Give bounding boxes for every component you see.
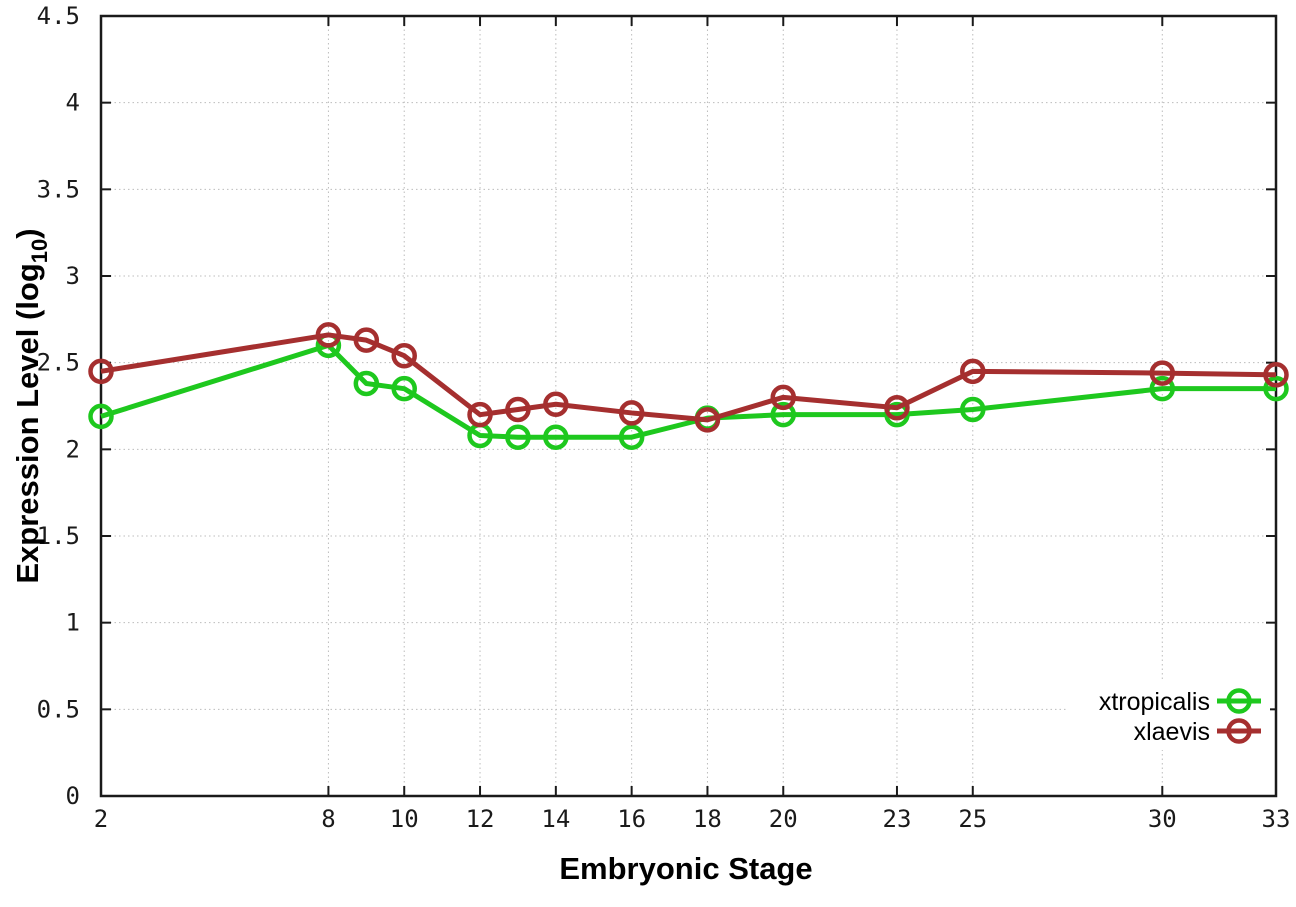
y-tick-label: 1 bbox=[66, 609, 80, 637]
y-tick-label: 3 bbox=[66, 262, 80, 290]
legend-background bbox=[1068, 682, 1270, 750]
y-tick-label: 0.5 bbox=[37, 695, 80, 723]
x-tick-label: 12 bbox=[466, 805, 495, 833]
data-point-xlaevis bbox=[884, 394, 910, 421]
legend-sample-marker bbox=[1226, 688, 1252, 714]
data-point-xlaevis bbox=[391, 342, 417, 369]
data-point-xtropicalis bbox=[1263, 375, 1289, 402]
series-line-xtropicalis bbox=[100, 342, 1276, 440]
legend-sample-marker bbox=[1226, 718, 1252, 744]
x-tick-label: 10 bbox=[390, 805, 419, 833]
y-axis-title-subscript: 10 bbox=[27, 239, 52, 263]
legend-label-xtropicalis: xtropicalis bbox=[1099, 688, 1210, 716]
x-tick-label: 14 bbox=[541, 805, 570, 833]
x-tick-label: 16 bbox=[617, 805, 646, 833]
data-point-xlaevis bbox=[88, 358, 114, 385]
data-point-xlaevis bbox=[543, 391, 569, 418]
data-point-xlaevis bbox=[1149, 360, 1176, 386]
grid-layer bbox=[100, 15, 1277, 797]
data-point-xtropicalis bbox=[1149, 375, 1176, 402]
data-point-xtropicalis bbox=[505, 424, 531, 450]
data-point-xlaevis bbox=[618, 400, 645, 426]
data-point-xtropicalis bbox=[770, 401, 797, 428]
y-tick-label: 0 bbox=[66, 782, 80, 810]
legend-label-xlaevis: xlaevis bbox=[1134, 718, 1210, 746]
x-tick-label: 30 bbox=[1148, 805, 1177, 833]
x-tick-label: 2 bbox=[94, 805, 108, 833]
tick-label-layer: 2 8 10 12 14 16 18 20 23 25 30 33 0 0.5 1 1.5 2 2.5 3 3.5 4 4… bbox=[37, 2, 1291, 833]
x-tick-label: 23 bbox=[883, 805, 912, 833]
data-point-xlaevis bbox=[1263, 362, 1289, 388]
y-tick-label: 2.5 bbox=[37, 349, 80, 377]
x-tick-label: 25 bbox=[958, 805, 987, 833]
data-point-xlaevis bbox=[770, 384, 797, 411]
x-axis-title: Embryonic Stage bbox=[559, 851, 812, 886]
x-tick-label: 18 bbox=[693, 805, 722, 833]
y-tick-label: 2 bbox=[66, 435, 80, 463]
y-tick-label: 1.5 bbox=[37, 522, 80, 550]
y-axis-title-main: Expression Level (log bbox=[10, 263, 45, 583]
y-tick-label: 4 bbox=[66, 89, 80, 117]
data-point-xlaevis bbox=[467, 401, 493, 428]
x-tick-label: 20 bbox=[769, 805, 798, 833]
data-point-xlaevis bbox=[505, 396, 531, 423]
y-axis-title: Expression Level (log10) bbox=[10, 228, 52, 583]
tick-layer bbox=[100, 15, 1277, 797]
y-tick-label: 4.5 bbox=[37, 2, 80, 30]
data-point-xlaevis bbox=[694, 407, 721, 433]
series-layer bbox=[88, 322, 1289, 450]
data-point-xlaevis bbox=[353, 327, 380, 353]
data-point-xtropicalis bbox=[543, 424, 569, 450]
data-point-xtropicalis bbox=[960, 396, 986, 423]
y-tick-label: 3.5 bbox=[37, 175, 80, 203]
data-point-xtropicalis bbox=[618, 424, 645, 450]
x-tick-label: 33 bbox=[1262, 805, 1291, 833]
series-line-xlaevis bbox=[100, 332, 1277, 423]
data-point-xtropicalis bbox=[391, 375, 417, 402]
data-point-xtropicalis bbox=[353, 370, 380, 397]
plot-border bbox=[99, 14, 1278, 798]
y-axis-title-end: ) bbox=[10, 228, 45, 238]
data-point-xlaevis bbox=[315, 322, 342, 348]
x-tick-label: 8 bbox=[321, 805, 335, 833]
data-point-xtropicalis bbox=[88, 403, 114, 430]
data-point-xlaevis bbox=[960, 358, 986, 385]
